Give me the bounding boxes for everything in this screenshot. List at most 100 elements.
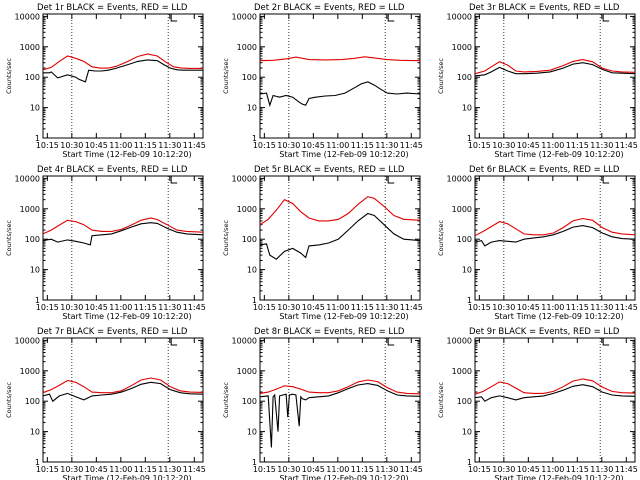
det-det8r-bracket-marker — [387, 338, 395, 346]
det-det6r-xtick-label: 11:45 — [615, 303, 638, 312]
det-det6r-lld-line — [474, 217, 636, 237]
det-det7r-xtick-label: 11:15 — [134, 465, 157, 474]
det-det2r-ytick-label: 1 — [252, 134, 257, 143]
det-det5r-ytick-label: 100 — [242, 235, 257, 244]
det-det4r-xtick-label: 11:00 — [109, 303, 132, 312]
det-det6r-panel: Det 6r BLACK = Events, RED = LLD 1 10 100 10… — [437, 165, 638, 321]
det-det2r-panel: Det 2r BLACK = Events, RED = LLD 1 10 100 10… — [222, 3, 423, 159]
det-det9r-ytick-label: 1 — [467, 458, 472, 467]
det-det7r-bracket-marker — [170, 338, 178, 346]
det-det2r-ytick-label: 10 — [247, 104, 257, 113]
det-det3r-xlabel: Start Time (12-Feb-09 10:12:20) — [494, 150, 623, 159]
det-det7r-xlabel: Start Time (12-Feb-09 10:12:20) — [62, 474, 191, 480]
det-det8r-lld-line — [259, 379, 421, 395]
det-det6r-xlabel: Start Time (12-Feb-09 10:12:20) — [494, 312, 623, 321]
det-det6r-frame — [474, 175, 636, 301]
det-det2r-xtick-label: 11:45 — [400, 141, 423, 150]
det-det2r-xlabel: Start Time (12-Feb-09 10:12:20) — [279, 150, 408, 159]
det-det3r-ytick-label: 10 — [462, 104, 472, 113]
det-det5r-frame — [259, 175, 421, 301]
det-det9r-ytick-label: 10 — [462, 428, 472, 437]
det-det4r-xtick-label: 11:30 — [158, 303, 181, 312]
det-det8r-ytick-label: 100 — [242, 397, 257, 406]
det-det6r-xtick-label: 11:15 — [566, 303, 589, 312]
det-det5r-ytick-label: 1000 — [237, 205, 257, 214]
det-det9r-xtick-label: 11:45 — [615, 465, 638, 474]
det-det4r-ytick-label: 1 — [35, 296, 40, 305]
det-det3r-xtick-label: 10:15 — [468, 141, 491, 150]
det-det1r-xtick-label: 11:30 — [158, 141, 181, 150]
det-det2r-xtick-label: 10:30 — [277, 141, 300, 150]
det-det8r-xtick-label: 11:45 — [400, 465, 423, 474]
det-det8r-panel: Det 8r BLACK = Events, RED = LLD 1 10 100 10… — [222, 327, 423, 480]
det-det6r-ylabel: Counts/sec — [437, 220, 445, 256]
det-det3r-xtick-label: 11:30 — [590, 141, 613, 150]
det-det6r-xtick-label: 11:30 — [590, 303, 613, 312]
det-det9r-events-line — [474, 384, 636, 402]
det-det2r-xtick-label: 11:30 — [375, 141, 398, 150]
det-det8r-xtick-label: 11:30 — [375, 465, 398, 474]
det-det6r-events-line — [474, 225, 636, 247]
det-det4r-xtick-label: 11:45 — [183, 303, 206, 312]
det-det5r-ytick-label: 1 — [252, 296, 257, 305]
det-det7r-title: Det 7r BLACK = Events, RED = LLD — [37, 327, 188, 337]
det-det1r-xtick-label: 11:45 — [183, 141, 206, 150]
det-det5r-events-line — [259, 212, 421, 260]
det-det8r-xtick-label: 10:15 — [253, 465, 276, 474]
det-det2r-xtick-label: 11:15 — [351, 141, 374, 150]
det-det9r-ytick-label: 100 — [457, 397, 472, 406]
det-det9r-frame — [474, 337, 636, 463]
det-det1r-ytick-label: 10 — [30, 104, 40, 113]
det-det3r-xtick-label: 11:15 — [566, 141, 589, 150]
det-det5r-lld-line — [259, 196, 421, 226]
det-det1r-xtick-label: 11:00 — [109, 141, 132, 150]
det-det1r-bracket-marker — [170, 14, 178, 22]
det-det1r-ytick-label: 10000 — [15, 12, 40, 21]
det-det9r-panel: Det 9r BLACK = Events, RED = LLD 1 10 100 10… — [437, 327, 638, 480]
det-det7r-xtick-label: 10:30 — [60, 465, 83, 474]
det-det7r-ytick-label: 10000 — [15, 336, 40, 345]
det-det7r-xtick-label: 11:30 — [158, 465, 181, 474]
det-det3r-panel: Det 3r BLACK = Events, RED = LLD 1 10 100 10… — [437, 3, 638, 159]
det-det3r-ytick-label: 100 — [457, 73, 472, 82]
det-det6r-xtick-label: 11:00 — [541, 303, 564, 312]
det-det3r-events-line — [474, 62, 636, 77]
det-det4r-ytick-label: 100 — [25, 235, 40, 244]
det-det6r-xtick-label: 10:45 — [517, 303, 540, 312]
det-det7r-xtick-label: 11:45 — [183, 465, 206, 474]
det-det9r-xtick-label: 11:30 — [590, 465, 613, 474]
det-det7r-xtick-label: 11:00 — [109, 465, 132, 474]
det-det4r-events-line — [42, 222, 204, 246]
det-det3r-xtick-label: 10:45 — [517, 141, 540, 150]
det-det9r-ylabel: Counts/sec — [437, 382, 445, 418]
det-det4r-ytick-label: 1000 — [20, 205, 40, 214]
det-det8r-frame — [259, 337, 421, 463]
det-det6r-ytick-label: 10000 — [447, 174, 472, 183]
det-det6r-ytick-label: 1000 — [452, 205, 472, 214]
det-det5r-bracket-marker — [387, 176, 395, 184]
det-det8r-ylabel: Counts/sec — [222, 382, 230, 418]
det-det4r-ytick-label: 10000 — [15, 174, 40, 183]
det-det3r-ytick-label: 1000 — [452, 43, 472, 52]
det-det3r-lld-line — [474, 59, 636, 75]
det-det5r-title: Det 5r BLACK = Events, RED = LLD — [254, 165, 405, 175]
det-det1r-ytick-label: 1 — [35, 134, 40, 143]
det-det2r-xtick-label: 11:00 — [326, 141, 349, 150]
det-det5r-ylabel: Counts/sec — [222, 220, 230, 256]
det-det3r-xtick-label: 11:45 — [615, 141, 638, 150]
det-det8r-title: Det 8r BLACK = Events, RED = LLD — [254, 327, 405, 337]
det-det2r-ylabel: Counts/sec — [222, 58, 230, 94]
det-det6r-bracket-marker — [602, 176, 610, 184]
det-det4r-xlabel: Start Time (12-Feb-09 10:12:20) — [62, 312, 191, 321]
det-det2r-xtick-label: 10:45 — [302, 141, 325, 150]
det-det4r-xtick-label: 10:45 — [85, 303, 108, 312]
det-det4r-xtick-label: 11:15 — [134, 303, 157, 312]
det-det1r-lld-line — [42, 53, 203, 71]
det-det5r-ytick-label: 10000 — [232, 174, 257, 183]
det-det4r-lld-line — [42, 217, 204, 235]
det-det5r-ytick-label: 10 — [247, 266, 257, 275]
det-det2r-ytick-label: 100 — [242, 73, 257, 82]
det-det5r-xtick-label: 10:45 — [302, 303, 325, 312]
det-det6r-ytick-label: 100 — [457, 235, 472, 244]
